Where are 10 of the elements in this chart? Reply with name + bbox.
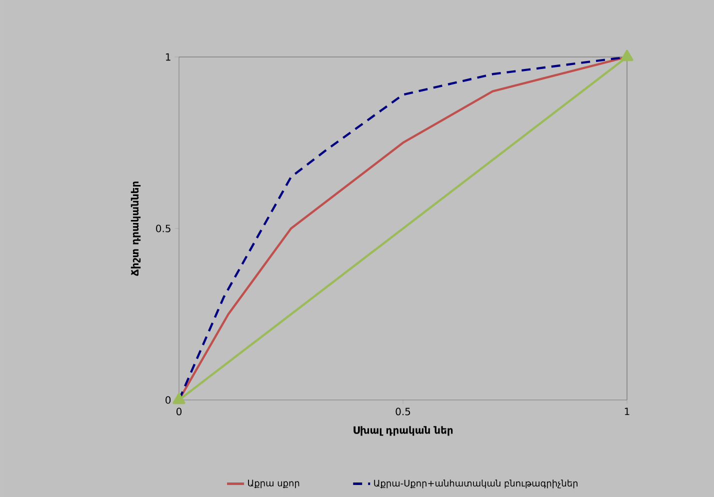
y-tick-label: 0	[166, 396, 171, 404]
legend-label: Աքրա-Սքոր+անհատական բնութագրիչներ	[374, 480, 578, 488]
x-tick-label: 1	[624, 408, 630, 416]
x-tick-label: 0	[176, 408, 182, 416]
y-axis-title: Ճիշտ դրականներ	[130, 182, 141, 276]
y-tick-label: 1	[166, 53, 170, 61]
y-tick-label: 0.5	[156, 224, 170, 232]
x-tick-label: 0.5	[396, 408, 410, 416]
x-axis-title: Սխալ դրական ներ	[354, 426, 453, 436]
legend-label: Աքրա սքոր	[248, 480, 300, 488]
